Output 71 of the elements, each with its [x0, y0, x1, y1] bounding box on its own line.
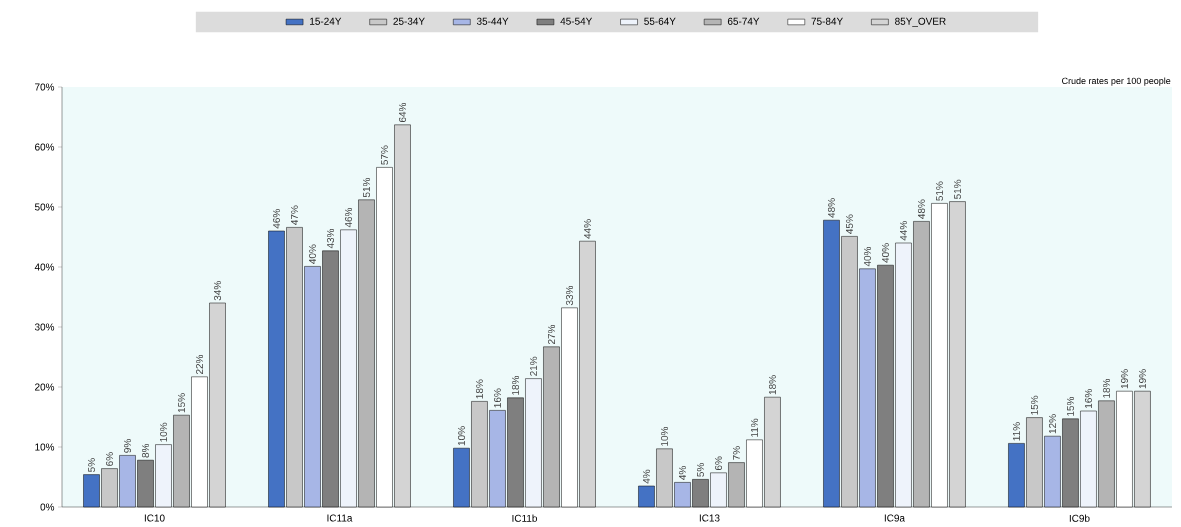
y-tick-label: 70%: [35, 83, 55, 91]
data-label: 15%: [177, 393, 185, 413]
data-label: 40%: [863, 246, 871, 267]
x-tick-label: IC10: [144, 514, 165, 522]
data-label: 19%: [1120, 369, 1128, 389]
data-label: 5%: [87, 458, 95, 472]
data-label: 40%: [881, 243, 889, 263]
x-tick-label: IC13: [699, 514, 720, 522]
data-label: 44%: [899, 221, 907, 241]
data-label: 18%: [768, 375, 776, 395]
data-label: 4%: [678, 466, 686, 480]
data-label: 5%: [696, 463, 704, 477]
data-label: 46%: [272, 209, 281, 229]
data-label: 10%: [660, 426, 668, 446]
legend-label: 55-64Y: [644, 17, 676, 25]
data-label: 47%: [290, 205, 298, 225]
data-label: 9%: [123, 439, 132, 453]
legend-label: 85Y_OVER: [895, 17, 946, 27]
data-label: 11%: [750, 418, 758, 437]
data-label: 8%: [141, 443, 150, 458]
data-label: 16%: [493, 388, 502, 408]
data-label: 4%: [642, 469, 650, 484]
data-label: 12%: [1048, 414, 1056, 434]
x-tick-label: IC9b: [1069, 514, 1090, 522]
x-tick-label: IC11a: [327, 514, 353, 522]
legend-label: 75-84Y: [811, 17, 843, 25]
legend-label: 65-74Y: [727, 17, 760, 25]
data-label: 7%: [732, 446, 740, 460]
data-label: 6%: [714, 456, 722, 471]
data-label: 6%: [105, 452, 114, 466]
data-label: 43%: [326, 228, 335, 249]
data-label: 40%: [308, 244, 317, 264]
data-label: 48%: [917, 199, 925, 219]
data-label: 18%: [511, 375, 520, 395]
data-label: 51%: [362, 177, 370, 198]
data-label: 34%: [213, 281, 222, 301]
data-label: 10%: [159, 422, 168, 442]
x-tick-label: IC9a: [884, 514, 905, 522]
data-label: 46%: [344, 207, 353, 228]
y-tick-label: 10%: [35, 443, 55, 451]
data-label: 45%: [845, 214, 853, 234]
y-tick-label: 30%: [34, 323, 55, 331]
data-label: 18%: [1102, 378, 1110, 398]
legend-label: 15-24Y: [310, 17, 342, 25]
data-label: 57%: [380, 145, 388, 165]
data-label: 22%: [195, 354, 204, 375]
y-tick-label: 50%: [34, 203, 55, 211]
data-label: 16%: [1084, 389, 1092, 408]
data-label: 64%: [398, 102, 407, 123]
data-label: 15%: [1030, 395, 1038, 415]
data-label: 27%: [547, 324, 555, 345]
y-tick-label: 20%: [35, 383, 55, 391]
data-label: 51%: [953, 179, 961, 199]
y-tick-label: 0%: [40, 503, 55, 511]
legend-label: 45-54Y: [560, 17, 593, 25]
data-label: 21%: [529, 356, 537, 376]
data-label: 18%: [475, 379, 483, 399]
data-label: 33%: [565, 285, 574, 306]
data-label: 51%: [935, 181, 943, 201]
x-tick-label: IC11b: [512, 514, 537, 522]
data-label: 11%: [1012, 422, 1020, 441]
data-label: 48%: [827, 198, 835, 218]
data-label: 44%: [583, 219, 591, 239]
data-label: 10%: [457, 426, 465, 446]
data-label: 19%: [1138, 369, 1146, 389]
legend-label: 35-44Y: [476, 17, 509, 25]
text: Crude rates per 100 people: [1062, 77, 1171, 86]
y-tick-label: 40%: [34, 263, 55, 271]
data-label: 15%: [1066, 396, 1074, 416]
legend-label: 25-34Y: [393, 17, 425, 25]
y-tick-label: 60%: [35, 143, 55, 151]
